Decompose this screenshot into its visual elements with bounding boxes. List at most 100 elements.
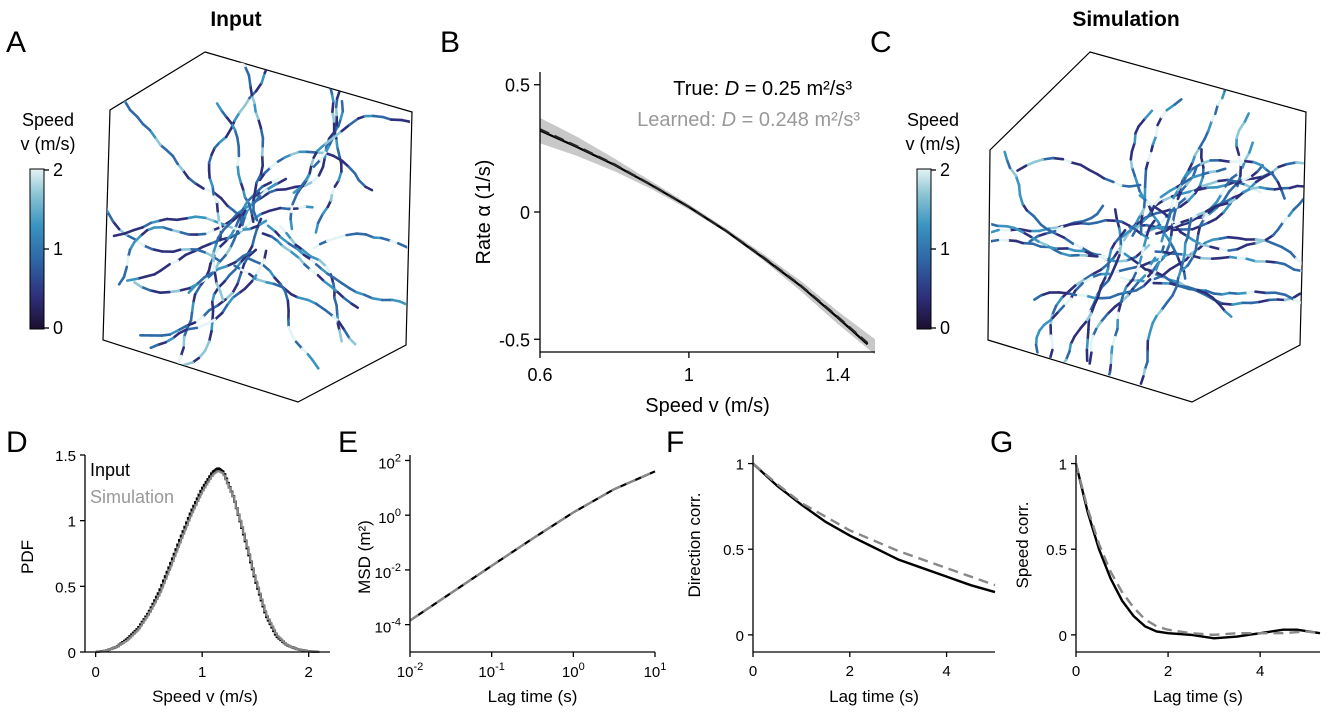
panel-c-trajectory-segment: [1073, 219, 1085, 224]
panel-c-trajectory-segment: [1093, 295, 1100, 307]
panel-a-trajectory-segment: [302, 253, 313, 261]
panel-a-trajectory-segment: [150, 247, 164, 253]
panel-c-trajectory-segment: [1066, 291, 1078, 297]
panel-c-trajectory-segment: [1250, 300, 1261, 305]
panel-c-hexagon: [987, 51, 1307, 403]
panel-c-trajectory-segment: [1048, 348, 1054, 361]
panel-c-trajectory-segment: [1154, 270, 1166, 278]
panel-c-trajectory-segment: [1155, 308, 1163, 318]
panel-c-trajectory-segment: [1071, 242, 1083, 249]
panel-c-trajectory-segment: [1207, 119, 1214, 133]
panel-f-xtick-label: 2: [846, 663, 854, 680]
panel-b-xtick-label: 1.4: [825, 365, 850, 385]
panel-d-ytick-label: 0.5: [55, 579, 76, 596]
panel-a-trajectory-segment: [256, 117, 263, 130]
panel-c-trajectory-segment: [1176, 221, 1189, 228]
panel-c-trajectory-segment: [1311, 272, 1319, 279]
panel-b-line-true: [539, 129, 869, 346]
panel-a-trajectory-segment: [197, 349, 207, 360]
panel-a-trajectory-segment: [237, 173, 242, 184]
panel-a-trajectory-segment: [321, 156, 327, 169]
panel-b-legend-learned: Learned: D = 0.248 m²/s³: [637, 109, 860, 131]
panel-c-trajectory-segment: [1121, 231, 1131, 244]
panel-c-trajectory-segment: [1053, 225, 1064, 233]
panel-c-trajectory-segment: [1220, 185, 1227, 196]
panel-a-trajectory-segment: [246, 248, 258, 258]
panel-c-trajectory-segment: [1096, 415, 1097, 423]
panel-c-trajectory-segment: [1211, 296, 1221, 307]
panel-c-trajectory-segment: [1135, 284, 1145, 292]
panel-c-trajectory-segment: [1163, 275, 1174, 284]
panel-a-trajectory-segment: [281, 244, 293, 254]
panel-a-trajectory-segment: [132, 234, 142, 244]
panel-a: A Input Speed v (m/s) 2 1 0: [6, 8, 435, 403]
panel-a-trajectory-segment: [213, 246, 221, 257]
panel-c-trajectory-segment: [1243, 112, 1250, 123]
panel-a-trajectory-segment: [234, 218, 240, 229]
panel-f-ytick-label: 0: [736, 628, 744, 645]
panel-c-trajectory-segment: [1142, 236, 1148, 250]
panel-c-trajectory-segment: [1130, 166, 1137, 178]
panel-a-trajectory-segment: [340, 123, 351, 133]
panel-c-trajectory-segment: [1171, 252, 1185, 256]
panel-c-colorbar-tick-0: 0: [940, 318, 950, 338]
panel-g-xtick-label: 0: [1072, 663, 1080, 680]
panel-c-trajectory-segment: [1214, 211, 1225, 221]
panel-c-trajectory-segment: [1293, 298, 1305, 306]
panel-a-trajectory-segment: [335, 233, 348, 240]
panel-c-trajectory-segment: [1200, 256, 1214, 261]
panel-c-trajectory-segment: [1183, 241, 1187, 255]
panel-c-trajectory-segment: [1220, 201, 1231, 206]
panel-a-trajectory-segment: [164, 148, 175, 158]
panel-a-trajectory-segment: [132, 226, 144, 232]
panel-a-trajectory-segment: [316, 273, 326, 283]
panel-b-ylabel: Rate α (1/s): [473, 160, 495, 265]
panel-c-trajectory-segment: [1099, 263, 1109, 272]
panel-c-trajectory-segment: [995, 224, 1009, 228]
panel-d-ytick-label: 1.5: [55, 448, 76, 465]
panel-c-trajectory-segment: [1147, 225, 1160, 231]
panel-c-trajectory-segment: [1119, 292, 1125, 306]
panel-a-colorbar-title-2: v (m/s): [21, 134, 76, 154]
panel-a-trajectory-segment: [357, 178, 368, 189]
panel-a-trajectory-segment: [225, 296, 235, 307]
panel-c-trajectory-segment: [1090, 253, 1102, 257]
panel-g-line-simulation: [1074, 463, 1321, 637]
panel-a-trajectory-segment: [208, 176, 214, 188]
panel-c-trajectory-segment: [1148, 321, 1154, 335]
panel-c-trajectory-segment: [1223, 196, 1235, 204]
panel-c-trajectory-segment: [1003, 150, 1009, 161]
panel-c-trajectory-segment: [1064, 350, 1071, 362]
panel-c-trajectory-segment: [1186, 225, 1191, 238]
panel-a-trajectory-segment: [254, 81, 264, 93]
panel-g-xlabel: Lag time (s): [1153, 687, 1243, 706]
panel-c-trajectory-segment: [1034, 343, 1039, 354]
panel-a-trajectory-segment: [236, 136, 240, 148]
panel-c-trajectory-segment: [1217, 178, 1229, 183]
panel-a-trajectory-segment: [330, 92, 335, 103]
panel-c-trajectory-segment: [1202, 211, 1211, 221]
panel-c-trajectory-segment: [1079, 163, 1091, 172]
panel-c-trajectory-segment: [1192, 215, 1205, 220]
panel-a-trajectory-segment: [243, 64, 251, 77]
panel-c-trajectory-segment: [1244, 159, 1255, 164]
panel-a-trajectory-segment: [141, 122, 152, 132]
panel-c-trajectory-segment: [936, 225, 946, 226]
panel-c-trajectory-segment: [1285, 161, 1298, 166]
panel-c-trajectory-segment: [1214, 103, 1220, 116]
panel-c-trajectory-segment: [1029, 235, 1040, 243]
panel-c-trajectory-segment: [1168, 262, 1180, 271]
panel-c-trajectory-segment: [1061, 223, 1072, 229]
panel-c-trajectory-segment: [1196, 288, 1208, 295]
panel-c-trajectory-segment: [1154, 260, 1161, 274]
panel-c-trajectory-segment: [1113, 236, 1121, 245]
panel-a-trajectory-segment: [193, 284, 202, 296]
panel-c-trajectory-segment: [1173, 98, 1183, 106]
panel-c-trajectory-segment: [1084, 294, 1097, 300]
panel-c-trajectory-segment: [1191, 173, 1204, 179]
panel-f-line-simulation: [752, 462, 996, 587]
panel-a-trajectory-segment: [428, 127, 435, 128]
panel-a-trajectory-segment: [266, 224, 277, 234]
panel-c-trajectory-segment: [1280, 245, 1292, 254]
panel-c-trajectory-segment: [1126, 266, 1137, 271]
